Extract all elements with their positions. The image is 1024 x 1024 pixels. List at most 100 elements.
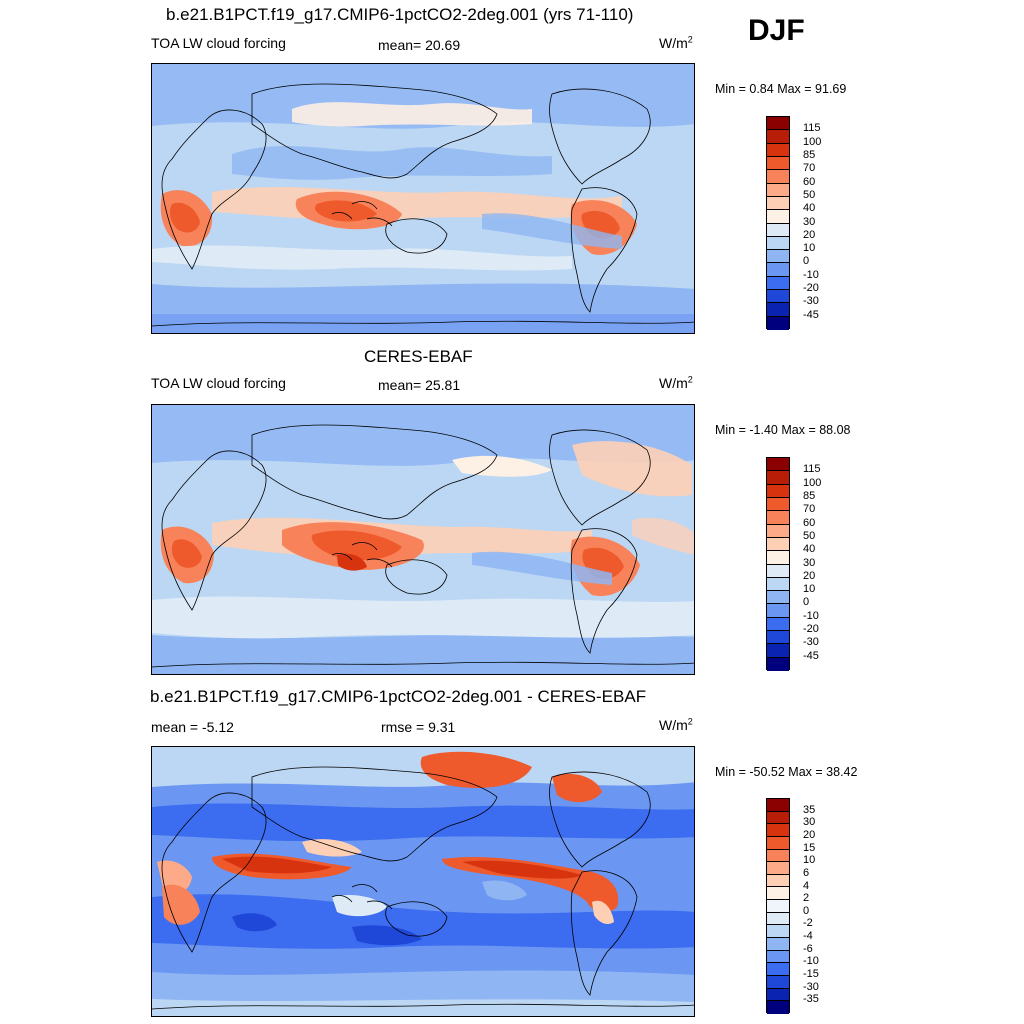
colorbar-tick-label: -6 <box>803 942 813 955</box>
colorbar-tick-label: -30 <box>803 295 819 308</box>
panel3-minmax: Min = -50.52 Max = 38.42 <box>715 765 858 779</box>
colorbar-tick-label: 10 <box>803 854 816 867</box>
colorbar-tick-label: 100 <box>803 476 822 489</box>
colorbar-swatch <box>767 524 789 538</box>
season-label: DJF <box>748 14 805 47</box>
colorbar-swatch <box>767 537 789 552</box>
colorbar-swatch <box>767 975 789 989</box>
colorbar-swatch <box>767 1001 789 1014</box>
colorbar-tick-label: 60 <box>803 516 816 529</box>
colorbar-swatch <box>767 617 789 632</box>
panel3-rmse-label: rmse = 9.31 <box>381 719 456 735</box>
colorbar-swatch <box>767 925 789 939</box>
colorbar-swatch <box>767 117 789 131</box>
colorbar-swatch <box>767 210 789 224</box>
colorbar-swatch <box>767 156 789 171</box>
panel1-mean-label: mean= 20.69 <box>378 37 461 53</box>
colorbar-swatch <box>767 988 789 1002</box>
colorbar-swatch <box>767 938 789 951</box>
colorbar-swatch <box>767 824 789 837</box>
colorbar-swatch <box>767 290 789 304</box>
panel1-title: b.e21.B1PCT.f19_g17.CMIP6-1pctCO2-2deg.0… <box>166 5 634 24</box>
panel2-colorbar <box>766 457 790 671</box>
colorbar-swatch <box>767 130 789 144</box>
panel1-colorbar <box>766 116 790 330</box>
panel2-map <box>151 404 695 675</box>
colorbar-swatch <box>767 263 789 277</box>
panel2-title: CERES-EBAF <box>364 347 473 366</box>
panel3-mean-label: mean = -5.12 <box>151 719 234 735</box>
colorbar-swatch <box>767 950 789 964</box>
colorbar-swatch <box>767 303 789 317</box>
colorbar-swatch <box>767 484 789 498</box>
panel3-title: b.e21.B1PCT.f19_g17.CMIP6-1pctCO2-2deg.0… <box>150 687 647 706</box>
panel3-colorbar <box>766 798 790 1014</box>
colorbar-tick-label: 70 <box>803 503 816 516</box>
colorbar-tick-label: 0 <box>803 596 810 609</box>
colorbar-tick-label: -30 <box>803 636 819 649</box>
colorbar-tick-label: -10 <box>803 268 819 281</box>
colorbar-swatch <box>767 250 789 264</box>
colorbar-tick-label: 10 <box>803 242 816 255</box>
colorbar-tick-label: 20 <box>803 228 816 241</box>
panel2-minmax: Min = -1.40 Max = 88.08 <box>715 423 851 437</box>
colorbar-swatch <box>767 551 789 565</box>
colorbar-swatch <box>767 657 789 671</box>
panel1-map <box>151 63 695 334</box>
colorbar-tick-label: 4 <box>803 879 810 892</box>
colorbar-swatch <box>767 849 789 863</box>
colorbar-tick-label: -45 <box>803 308 819 321</box>
colorbar-swatch <box>767 143 789 157</box>
colorbar-tick-label: -10 <box>803 609 819 622</box>
colorbar-tick-label: 100 <box>803 135 822 148</box>
colorbar-swatch <box>767 276 789 291</box>
colorbar-tick-label: 40 <box>803 543 816 556</box>
colorbar-tick-label: 85 <box>803 148 816 161</box>
panel1-units: W/m2 <box>659 34 693 51</box>
colorbar-swatch <box>767 497 789 512</box>
panel2-variable-label: TOA LW cloud forcing <box>151 375 286 391</box>
colorbar-tick-label: 115 <box>803 122 821 135</box>
colorbar-tick-label: -2 <box>803 917 813 930</box>
colorbar-tick-label: 50 <box>803 188 816 201</box>
colorbar-tick-label: -4 <box>803 930 813 943</box>
colorbar-swatch <box>767 799 789 812</box>
colorbar-swatch <box>767 577 789 592</box>
colorbar-tick-label: 30 <box>803 215 816 228</box>
colorbar-tick-label: 70 <box>803 162 816 175</box>
colorbar-swatch <box>767 874 789 888</box>
colorbar-swatch <box>767 887 789 901</box>
colorbar-tick-label: -15 <box>803 968 819 981</box>
colorbar-tick-label: 0 <box>803 904 810 917</box>
colorbar-swatch <box>767 223 789 237</box>
panel1-minmax: Min = 0.84 Max = 91.69 <box>715 82 847 96</box>
colorbar-tick-label: 20 <box>803 828 816 841</box>
colorbar-tick-label: -10 <box>803 955 819 968</box>
panel2-mean-label: mean= 25.81 <box>378 377 461 393</box>
colorbar-tick-label: 60 <box>803 175 816 188</box>
colorbar-tick-label: 50 <box>803 529 816 542</box>
colorbar-swatch <box>767 912 789 926</box>
colorbar-tick-label: 30 <box>803 816 816 829</box>
colorbar-swatch <box>767 604 789 618</box>
colorbar-tick-label: 10 <box>803 583 816 596</box>
colorbar-tick-label: 85 <box>803 489 816 502</box>
colorbar-swatch <box>767 196 789 211</box>
colorbar-swatch <box>767 183 789 197</box>
colorbar-swatch <box>767 564 789 578</box>
panel3-map <box>151 746 695 1017</box>
colorbar-tick-label: -35 <box>803 993 819 1006</box>
panel2-units: W/m2 <box>659 374 693 391</box>
colorbar-tick-label: -30 <box>803 980 819 993</box>
colorbar-swatch <box>767 236 789 251</box>
colorbar-tick-label: 0 <box>803 255 810 268</box>
colorbar-swatch <box>767 862 789 875</box>
colorbar-swatch <box>767 591 789 605</box>
panel3-units: W/m2 <box>659 716 693 733</box>
colorbar-swatch <box>767 316 789 330</box>
colorbar-swatch <box>767 811 789 825</box>
colorbar-tick-label: -20 <box>803 623 819 636</box>
colorbar-tick-label: -20 <box>803 282 819 295</box>
colorbar-swatch <box>767 170 789 184</box>
colorbar-swatch <box>767 471 789 485</box>
